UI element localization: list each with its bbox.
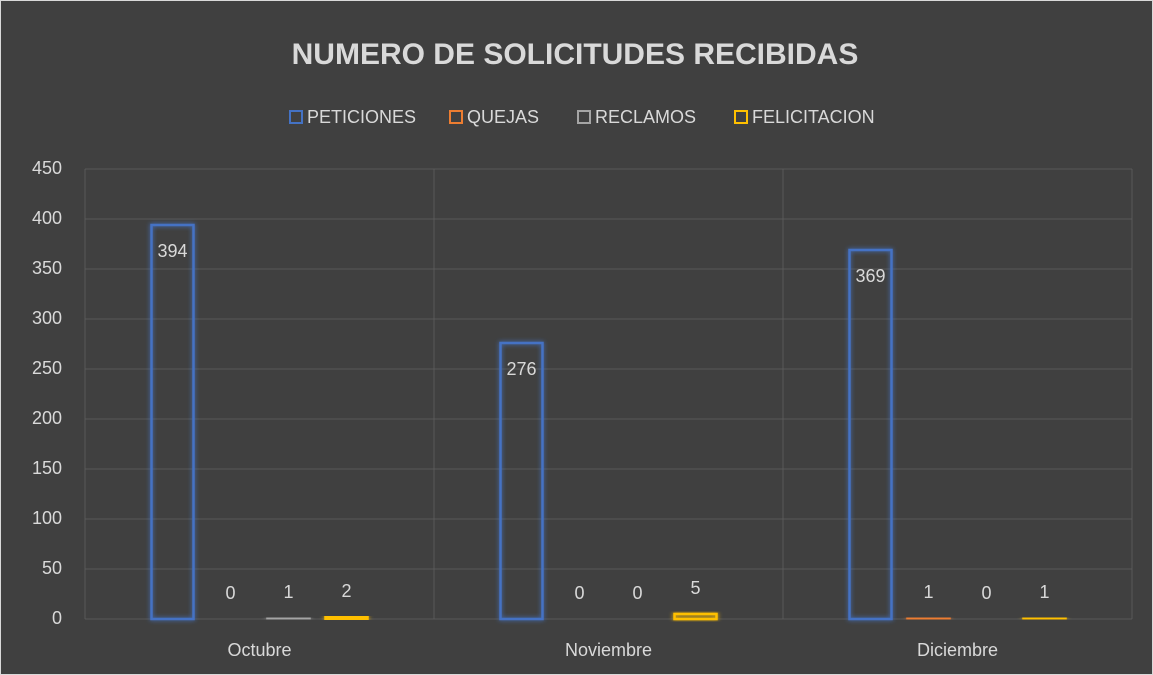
data-label: 0 [981,583,991,603]
legend-label: PETICIONES [307,107,416,127]
data-label: 0 [225,583,235,603]
data-label: 1 [1039,582,1049,602]
legend-label: QUEJAS [467,107,539,127]
data-label: 2 [341,581,351,601]
bar [906,616,951,621]
legend-label: RECLAMOS [595,107,696,127]
legend-swatch [734,110,748,124]
bar [499,341,544,621]
bar [1022,616,1067,621]
data-label: 1 [283,582,293,602]
bar [324,615,369,621]
legend-swatch [577,110,591,124]
data-label: 5 [690,578,700,598]
bar [266,616,311,621]
y-tick-label: 250 [32,358,62,378]
data-label: 369 [855,266,885,286]
x-tick-label: Noviembre [565,640,652,660]
y-tick-label: 300 [32,308,62,328]
data-label: 0 [632,583,642,603]
x-tick-label: Diciembre [917,640,998,660]
bar [150,223,195,621]
legend-label: FELICITACION [752,107,875,127]
y-tick-label: 450 [32,158,62,178]
y-tick-label: 150 [32,458,62,478]
legend-swatch [449,110,463,124]
y-tick-label: 200 [32,408,62,428]
bar [848,248,893,621]
bar [673,612,718,621]
data-label: 394 [157,241,187,261]
x-tick-label: Octubre [227,640,291,660]
y-tick-label: 50 [42,558,62,578]
y-tick-label: 0 [52,608,62,628]
y-tick-label: 350 [32,258,62,278]
chart-title: NUMERO DE SOLICITUDES RECIBIDAS [292,38,859,71]
data-label: 0 [574,583,584,603]
data-label: 1 [923,582,933,602]
data-label: 276 [506,359,536,379]
legend-swatch [289,110,303,124]
y-tick-label: 100 [32,508,62,528]
y-tick-label: 400 [32,208,62,228]
